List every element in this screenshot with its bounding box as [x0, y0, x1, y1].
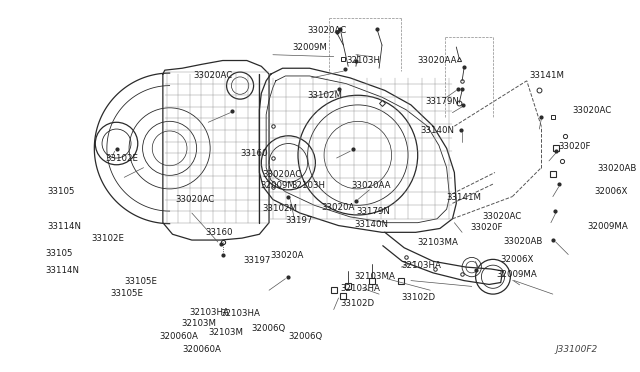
Text: 33102M: 33102M: [262, 204, 298, 213]
Text: 32103H: 32103H: [292, 180, 326, 190]
Text: 33020AC: 33020AC: [482, 212, 521, 221]
Text: 33141M: 33141M: [530, 71, 564, 80]
Text: 32103HA: 32103HA: [221, 309, 260, 318]
Text: 33020AB: 33020AB: [597, 164, 637, 173]
Text: 33020AC: 33020AC: [194, 71, 233, 80]
Text: 33020F: 33020F: [559, 142, 591, 151]
Text: 33197: 33197: [243, 256, 270, 265]
Text: 33102E: 33102E: [92, 234, 125, 243]
Text: 33020AC: 33020AC: [308, 26, 347, 35]
Text: 33197: 33197: [285, 216, 313, 225]
Text: 33140N: 33140N: [420, 125, 454, 135]
Text: 33141M: 33141M: [446, 193, 481, 202]
Text: 33102M: 33102M: [308, 91, 342, 100]
Text: 32103M: 32103M: [208, 328, 243, 337]
Text: 33020AB: 33020AB: [503, 237, 543, 246]
Text: 33020AA: 33020AA: [418, 56, 457, 65]
Text: 32103HA: 32103HA: [401, 261, 441, 270]
Text: 33179N: 33179N: [356, 208, 390, 217]
Text: 33160: 33160: [205, 228, 233, 237]
Text: 33102D: 33102D: [401, 294, 435, 302]
Text: 33114N: 33114N: [45, 266, 79, 275]
Text: 33179N: 33179N: [426, 97, 460, 106]
Text: 33102E: 33102E: [105, 154, 138, 163]
Text: 33020AC: 33020AC: [262, 170, 301, 179]
Text: 32103HA: 32103HA: [340, 285, 380, 294]
Text: 320060A: 320060A: [159, 332, 198, 341]
Text: 33020F: 33020F: [470, 223, 503, 232]
Text: 33102D: 33102D: [340, 299, 374, 308]
Text: 32103MA: 32103MA: [355, 272, 395, 281]
Text: 32009M: 32009M: [261, 180, 296, 190]
Text: 32103MA: 32103MA: [418, 238, 459, 247]
Text: 32103H: 32103H: [346, 56, 380, 65]
Text: 32006X: 32006X: [500, 255, 534, 264]
Text: 32009MA: 32009MA: [588, 222, 628, 231]
Text: J33100F2: J33100F2: [555, 345, 597, 354]
Text: 33020AC: 33020AC: [175, 195, 214, 204]
Text: 33105: 33105: [45, 248, 73, 257]
Text: 33020A: 33020A: [321, 203, 355, 212]
Text: 33020AC: 33020AC: [572, 106, 611, 115]
Text: 33114N: 33114N: [47, 222, 81, 231]
Text: 32103HA: 32103HA: [189, 308, 229, 317]
Text: 33105E: 33105E: [111, 289, 143, 298]
Text: 320060A: 320060A: [182, 344, 221, 354]
Text: 32009M: 32009M: [292, 42, 327, 51]
Text: 33020AA: 33020AA: [352, 180, 391, 190]
Text: 32103M: 32103M: [181, 320, 216, 328]
Text: 32009MA: 32009MA: [497, 270, 538, 279]
Text: 32006X: 32006X: [595, 187, 628, 196]
Text: 32006Q: 32006Q: [251, 324, 285, 333]
Text: 33105E: 33105E: [124, 277, 157, 286]
Text: 32006Q: 32006Q: [289, 332, 323, 341]
Text: 33105: 33105: [47, 187, 74, 196]
Text: 33140N: 33140N: [355, 220, 388, 229]
Text: 33160: 33160: [240, 149, 268, 158]
Text: 33020A: 33020A: [271, 251, 304, 260]
